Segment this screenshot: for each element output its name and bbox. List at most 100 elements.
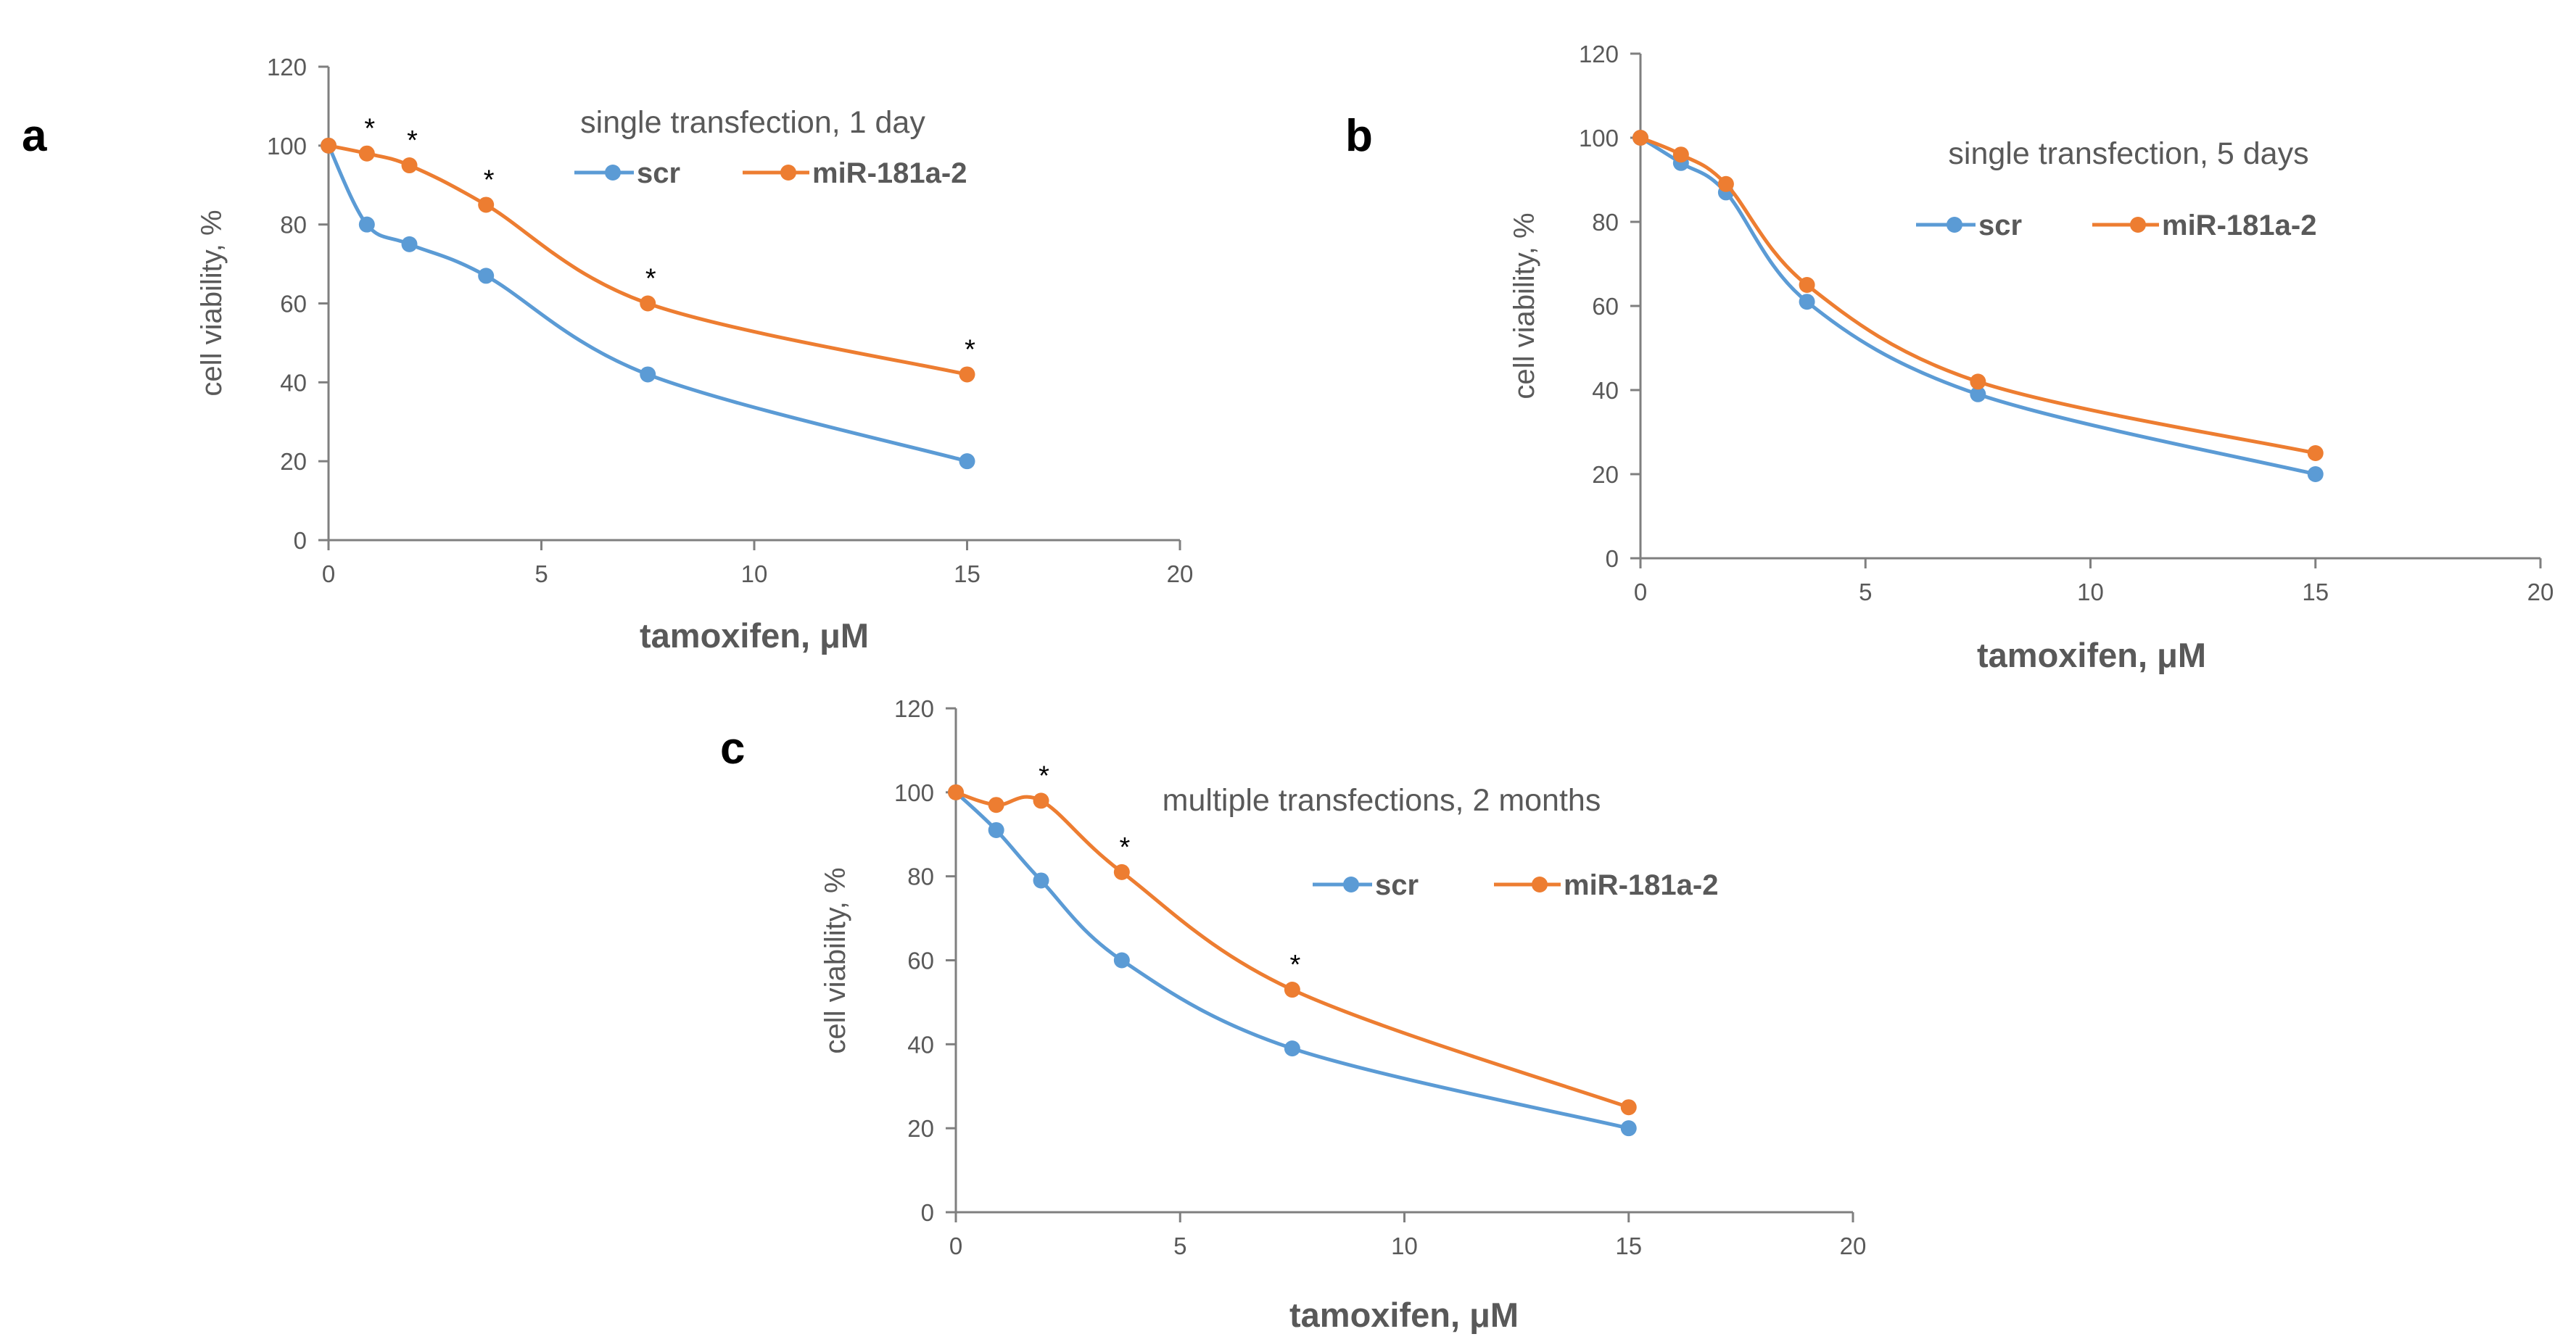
y-tick-label: 0 xyxy=(921,1199,934,1226)
x-tick-label: 15 xyxy=(2302,579,2329,605)
x-tick-label: 15 xyxy=(954,560,981,587)
significance-mark: * xyxy=(484,165,495,195)
data-point xyxy=(1113,863,1130,880)
data-point xyxy=(321,137,337,154)
data-point xyxy=(1284,982,1300,998)
y-tick-label: 20 xyxy=(280,448,307,475)
y-tick-label: 0 xyxy=(294,527,307,554)
y-tick-label: 120 xyxy=(894,695,934,722)
data-point xyxy=(2307,445,2324,461)
data-point xyxy=(401,157,418,174)
data-point xyxy=(1033,792,1049,809)
data-point xyxy=(1672,146,1689,163)
data-point xyxy=(1799,294,1815,310)
legend-swatch-marker xyxy=(2130,217,2146,233)
y-tick-label: 120 xyxy=(1579,41,1619,67)
x-tick-label: 10 xyxy=(741,560,768,587)
y-tick-label: 60 xyxy=(907,948,934,974)
x-axis-title: tamoxifen, μM xyxy=(1289,1296,1519,1334)
significance-mark: * xyxy=(407,125,418,156)
y-tick-label: 60 xyxy=(1592,293,1619,320)
data-point xyxy=(358,145,375,162)
y-tick-label: 100 xyxy=(894,779,934,806)
data-point xyxy=(948,784,964,800)
panel-letter: a xyxy=(22,111,47,161)
data-point xyxy=(1970,373,1986,390)
significance-mark: * xyxy=(364,114,375,144)
series-line-scr xyxy=(954,791,1630,1130)
legend-label: miR-181a-2 xyxy=(2162,210,2316,241)
data-point xyxy=(1620,1099,1637,1116)
x-tick-label: 20 xyxy=(1167,560,1194,587)
x-tick-label: 0 xyxy=(1634,579,1647,605)
data-point xyxy=(401,236,418,252)
legend-swatch-marker xyxy=(1343,877,1359,892)
data-point xyxy=(1970,386,1986,402)
data-point xyxy=(959,366,975,383)
chart-title: multiple transfections, 2 months xyxy=(1163,783,1601,818)
x-tick-label: 0 xyxy=(322,560,335,587)
x-tick-label: 5 xyxy=(1859,579,1872,605)
significance-mark: * xyxy=(1289,950,1300,980)
x-axis-title: tamoxifen, μM xyxy=(640,616,869,655)
y-tick-label: 20 xyxy=(907,1115,934,1142)
data-point xyxy=(640,366,656,383)
x-tick-label: 15 xyxy=(1615,1233,1642,1259)
chart-title: single transfection, 1 day xyxy=(580,105,925,140)
data-point xyxy=(988,821,1004,838)
legend-swatch-marker xyxy=(1947,217,1962,233)
data-point xyxy=(959,453,975,470)
data-point xyxy=(358,216,375,233)
chart-panel-c: c 0 20 40 60 80 100 120 0 5 10 15 20 tamoxifen, μM cel… xyxy=(720,695,1866,1334)
data-point xyxy=(478,268,495,284)
y-tick-label: 40 xyxy=(1592,377,1619,404)
data-point xyxy=(1799,277,1815,293)
y-axis-title: cell viability, % xyxy=(1508,212,1540,399)
y-tick-label: 100 xyxy=(1579,125,1619,152)
legend-swatch-marker xyxy=(780,165,796,181)
y-tick-label: 40 xyxy=(280,369,307,396)
x-tick-label: 20 xyxy=(2527,579,2554,605)
legend-label: scr xyxy=(1375,869,1419,901)
significance-mark: * xyxy=(965,334,975,365)
panel-letter: c xyxy=(720,724,745,774)
data-point xyxy=(640,295,656,312)
x-tick-label: 5 xyxy=(534,560,548,587)
data-point xyxy=(1632,130,1648,146)
y-tick-label: 60 xyxy=(280,291,307,318)
data-point xyxy=(2307,466,2324,482)
legend-label: scr xyxy=(1978,210,2022,241)
x-tick-label: 10 xyxy=(2077,579,2104,605)
series-line-mir-181a-2 xyxy=(955,790,1630,1109)
x-tick-label: 0 xyxy=(949,1233,962,1259)
data-point xyxy=(988,797,1004,813)
x-tick-label: 20 xyxy=(1840,1233,1867,1259)
series-line-mir-181a-2 xyxy=(1640,136,2316,455)
significance-mark: * xyxy=(1119,832,1130,863)
x-tick-label: 5 xyxy=(1173,1233,1186,1259)
y-tick-label: 40 xyxy=(907,1031,934,1058)
data-point xyxy=(1717,175,1734,192)
y-axis-title: cell viability, % xyxy=(196,210,228,396)
y-tick-label: 80 xyxy=(1592,209,1619,236)
x-axis-title: tamoxifen, μM xyxy=(1977,636,2206,674)
legend-swatch-marker xyxy=(1532,877,1548,892)
y-axis-title: cell viability, % xyxy=(820,867,851,1053)
legend-label: miR-181a-2 xyxy=(1564,869,1718,901)
data-point xyxy=(1113,952,1130,969)
chart-title: single transfection, 5 days xyxy=(1948,136,2308,171)
y-tick-label: 80 xyxy=(280,212,307,239)
significance-mark: * xyxy=(1039,761,1049,791)
y-tick-label: 20 xyxy=(1592,461,1619,488)
chart-panel-a: a 0 20 40 60 80 100 120 0 5 10 15 20 tamoxifen, μM cel… xyxy=(22,54,1193,655)
y-tick-label: 80 xyxy=(907,863,934,890)
panel-letter: b xyxy=(1345,111,1373,161)
y-tick-label: 0 xyxy=(1606,545,1619,572)
data-point xyxy=(1033,872,1049,889)
legend-label: scr xyxy=(637,157,680,189)
legend-label: miR-181a-2 xyxy=(812,157,967,189)
y-tick-label: 120 xyxy=(267,54,307,80)
x-tick-label: 10 xyxy=(1391,1233,1418,1259)
series-line-mir-181a-2 xyxy=(328,144,968,376)
